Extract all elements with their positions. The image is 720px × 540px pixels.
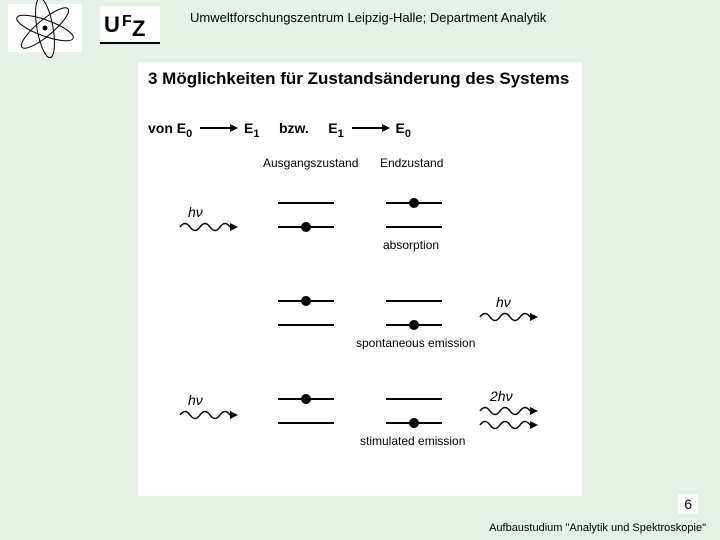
- col-end: Endzustand: [380, 156, 443, 170]
- sub-1: 1: [253, 128, 259, 140]
- sub-0: 0: [186, 128, 192, 140]
- slide-number: 6: [678, 494, 698, 514]
- spontaneous-label: spontaneous emission: [356, 336, 475, 350]
- hv-out-stim: 2hν: [490, 388, 513, 404]
- slide-title: 3 Möglichkeiten für Zustandsänderung des…: [148, 68, 572, 89]
- electron-dot: [409, 198, 419, 208]
- electron-dot: [301, 296, 311, 306]
- figure-panel: 3 Möglichkeiten für Zustandsänderung des…: [138, 62, 582, 496]
- sub-1b: 1: [338, 128, 344, 140]
- e0b-label: E: [395, 120, 404, 136]
- stimulated-label: stimulated emission: [360, 434, 465, 448]
- wave-out-icon: [478, 310, 540, 324]
- sub-0b: 0: [405, 128, 411, 140]
- electron-dot: [301, 222, 311, 232]
- level-lower: [278, 324, 334, 326]
- level-upper: [386, 300, 442, 302]
- level-upper: [278, 202, 334, 204]
- bzw-label: bzw.: [279, 120, 309, 136]
- svg-text:Z: Z: [132, 16, 145, 41]
- col-ausgang: Ausgangszustand: [263, 156, 358, 170]
- wave-out-icon: [478, 418, 540, 432]
- wave-in-icon: [178, 408, 240, 422]
- footer-text: Aufbaustudium "Analytik und Spektroskopi…: [489, 522, 706, 534]
- hv-out-spont: hν: [496, 294, 511, 310]
- absorption-label: absorption: [383, 238, 439, 252]
- slide-header: U F Z Umweltforschungszentrum Leipzig-Ha…: [0, 0, 720, 50]
- atom-logo: [8, 4, 82, 52]
- process-stimulated: hν 2hν stimulated emission: [138, 386, 582, 466]
- process-spontaneous: hν spontaneous emission: [138, 288, 582, 368]
- svg-text:F: F: [122, 13, 132, 30]
- level-lower: [386, 226, 442, 228]
- svg-text:U: U: [104, 12, 120, 37]
- e1-label: E: [244, 120, 253, 136]
- hv-in-absorption: hν: [188, 204, 203, 220]
- wave-out-icon: [478, 404, 540, 418]
- level-upper: [386, 398, 442, 400]
- process-absorption: hν absorption: [138, 190, 582, 270]
- wave-in-icon: [178, 220, 240, 234]
- electron-dot: [409, 320, 419, 330]
- electron-dot: [409, 418, 419, 428]
- e1b-label: E: [328, 120, 337, 136]
- transition-row: von E0 E1 bzw. E1 E0: [148, 120, 411, 140]
- von-label: von E: [148, 120, 186, 136]
- electron-dot: [301, 394, 311, 404]
- hv-in-stim: hν: [188, 392, 203, 408]
- level-lower: [278, 422, 334, 424]
- institution-text: Umweltforschungszentrum Leipzig-Halle; D…: [190, 10, 546, 25]
- ufz-logo: U F Z: [100, 6, 160, 44]
